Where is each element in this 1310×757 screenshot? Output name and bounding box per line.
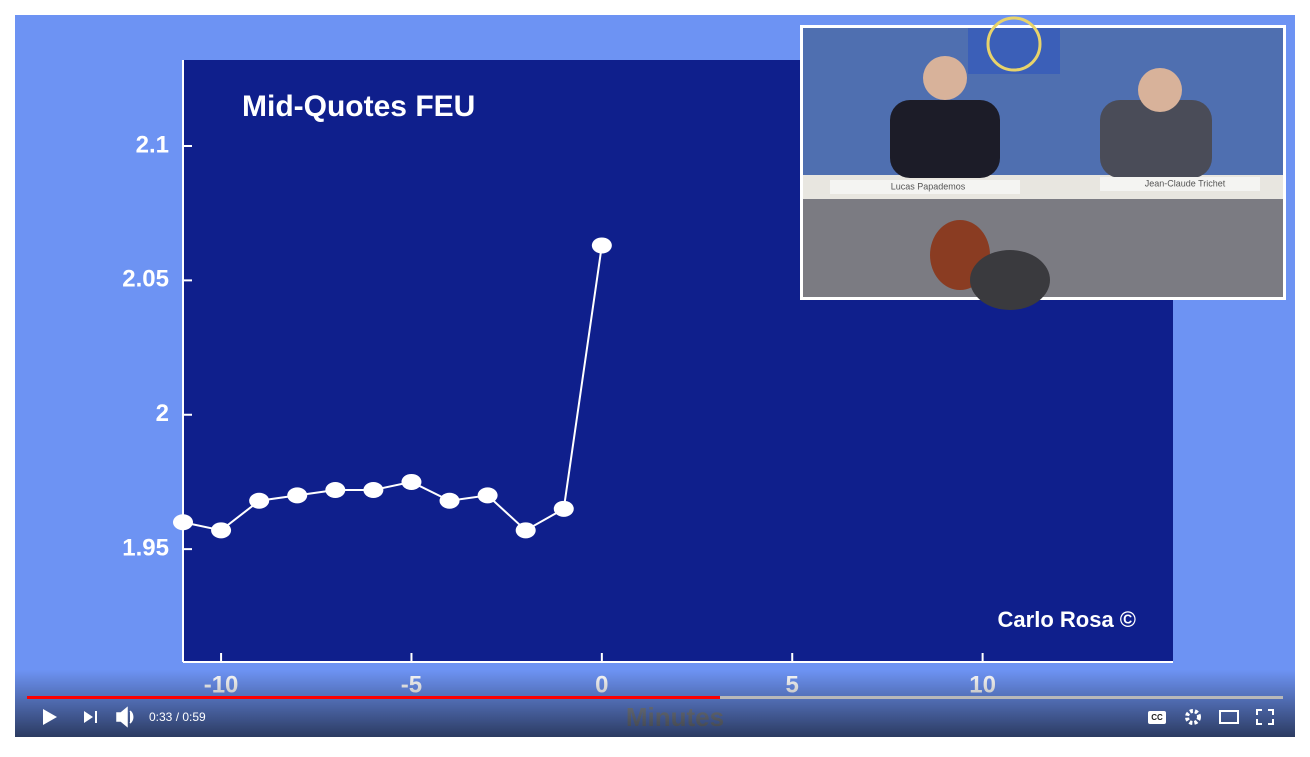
ecb-banner <box>968 28 1060 74</box>
data-point <box>287 487 308 504</box>
data-point <box>477 487 498 504</box>
fullscreen-button[interactable] <box>1256 709 1274 725</box>
y-tick-label: 2 <box>156 400 169 427</box>
nameplate <box>1100 177 1260 191</box>
data-point <box>363 482 384 498</box>
data-point <box>249 492 270 509</box>
audience-head <box>970 250 1050 310</box>
data-point <box>401 473 422 490</box>
data-point <box>591 237 612 254</box>
chart-title: Mid-Quotes FEU <box>242 90 475 123</box>
y-tick-label: 2.05 <box>122 266 169 293</box>
speaker-head <box>1138 68 1182 112</box>
next-button[interactable] <box>84 711 97 723</box>
captions-label: CC <box>1151 713 1163 722</box>
captions-button[interactable] <box>1148 711 1166 724</box>
time-display: 0:33 / 0:59 <box>149 710 206 724</box>
data-point <box>211 522 232 539</box>
y-tick-label: 2.1 <box>136 131 169 158</box>
y-tick-label: 1.95 <box>122 534 169 561</box>
play-button[interactable] <box>43 709 57 725</box>
speaker <box>1100 100 1212 178</box>
volume-button[interactable] <box>116 706 134 728</box>
controls-background <box>15 670 1295 737</box>
data-point <box>173 514 193 531</box>
data-point <box>553 500 574 517</box>
settings-button[interactable] <box>1185 709 1201 725</box>
data-point <box>439 492 460 509</box>
inset-video: Lucas Papademos Jean-Claude Trichet <box>800 16 1286 310</box>
progress-played[interactable] <box>27 696 720 699</box>
data-point <box>325 482 346 498</box>
nameplate-text: Lucas Papademos <box>891 181 966 191</box>
ecb-logo <box>986 16 1042 72</box>
theater-button[interactable] <box>1219 710 1239 724</box>
data-point <box>515 522 536 539</box>
nameplate-text: Jean-Claude Trichet <box>1145 178 1226 188</box>
speaker <box>890 100 1000 178</box>
annotation: Carlo Rosa © <box>998 607 1136 632</box>
speaker-head <box>923 56 967 100</box>
nameplate <box>830 180 1020 194</box>
